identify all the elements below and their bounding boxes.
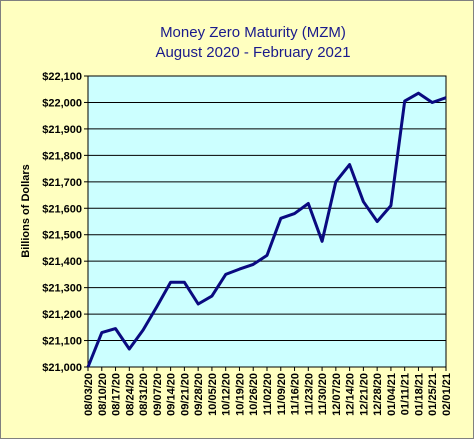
x-tick-label: 01/11/21 [400,373,412,415]
chart-title: Money Zero Maturity (MZM) [160,24,346,41]
x-tick-label: 01/18/21 [413,373,425,416]
x-tick-label: 09/28/20 [193,373,205,416]
x-tick-label: 12/14/20 [345,373,357,416]
x-tick-label: 09/21/20 [179,373,191,416]
x-tick-label: 10/05/20 [207,373,219,416]
y-axis-ticks: $21,000 $21,100 $21,200 $21,300 $21,400 $21,5… [42,71,88,374]
y-tick-label: $21,600 [42,203,82,215]
y-tick-label: $21,700 [42,177,82,189]
x-tick-label: 11/23/20 [303,373,315,415]
y-tick-label: $21,800 [42,150,82,162]
x-tick-label: 12/28/20 [372,373,384,416]
x-tick-label: 09/14/20 [166,373,178,416]
x-axis-ticks: 08/03/20 08/10/20 08/17/20 08/24/20 08/31/20… [83,367,453,416]
x-tick-label: 12/21/20 [358,373,370,416]
y-tick-label: $21,500 [42,230,82,242]
gridlines [88,101,446,342]
y-tick-label: $22,000 [42,97,82,109]
y-tick-label: $21,200 [42,309,82,321]
x-tick-label: 10/26/20 [248,373,260,416]
x-tick-label: 08/17/20 [111,373,123,416]
x-tick-label: 01/04/21 [386,373,398,416]
x-tick-label: 08/03/20 [83,373,95,416]
x-tick-label: 11/16/20 [290,373,302,415]
x-tick-label: 02/01/21 [441,373,453,416]
y-tick-label: $21,000 [42,362,82,374]
x-tick-label: 10/19/20 [234,373,246,416]
plot-area [87,75,447,368]
x-tick-label: 11/09/20 [276,373,288,415]
y-tick-label: $22,100 [42,71,82,83]
y-tick-label: $21,400 [42,256,82,268]
y-tick-label: $21,100 [42,336,82,348]
x-tick-label: 08/24/20 [124,373,136,416]
chart-subtitle: August 2020 - February 2021 [155,44,350,61]
x-tick-label: 08/10/20 [97,373,109,416]
x-tick-label: 12/07/20 [331,373,343,416]
x-tick-label: 09/07/20 [152,373,164,416]
y-axis-label: Billions of Dollars [20,164,32,258]
series-layer [86,91,447,368]
y-tick-label: $21,900 [42,124,82,136]
x-tick-label: 08/31/20 [138,373,150,416]
x-tick-label: 01/25/21 [427,373,439,416]
series-line [86,91,447,368]
x-tick-label: 11/30/20 [317,373,329,415]
y-tick-label: $21,300 [42,283,82,295]
x-tick-label: 11/02/20 [262,373,274,415]
x-tick-label: 10/12/20 [221,373,233,416]
